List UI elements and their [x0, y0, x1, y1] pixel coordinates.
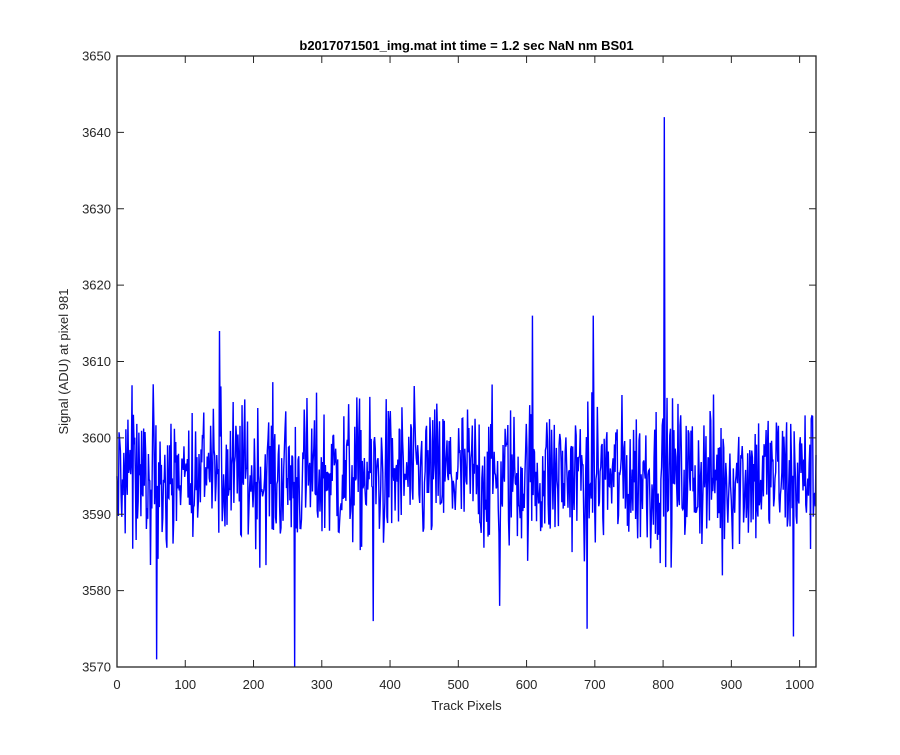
- y-ticks: 3570 3580 3590 3600 3610 3620 3630 3640 3650: [82, 49, 816, 675]
- x-tick-label: 500: [447, 677, 469, 692]
- y-tick-label: 3640: [82, 125, 111, 140]
- x-axis-label: Track Pixels: [431, 698, 502, 713]
- x-tick-label: 200: [243, 677, 265, 692]
- y-tick-label: 3590: [82, 507, 111, 522]
- y-axis-label: Signal (ADU) at pixel 981: [56, 289, 71, 435]
- x-tick-label: 0: [113, 677, 120, 692]
- series-layer: [116, 117, 817, 668]
- series-line: [116, 117, 817, 668]
- x-tick-label: 700: [584, 677, 606, 692]
- y-tick-label: 3630: [82, 201, 111, 216]
- x-tick-label: 800: [652, 677, 674, 692]
- plot-area: [117, 56, 816, 667]
- x-tick-label: 600: [516, 677, 538, 692]
- y-tick-label: 3600: [82, 430, 111, 445]
- chart-title: b2017071501_img.mat int time = 1.2 sec N…: [299, 38, 633, 53]
- y-tick-label: 3610: [82, 354, 111, 369]
- y-tick-label: 3620: [82, 278, 111, 293]
- y-tick-label: 3580: [82, 583, 111, 598]
- x-tick-label: 900: [721, 677, 743, 692]
- x-tick-label: 400: [379, 677, 401, 692]
- y-tick-label: 3570: [82, 660, 111, 675]
- x-tick-label: 100: [174, 677, 196, 692]
- y-tick-label: 3650: [82, 49, 111, 64]
- x-tick-label: 300: [311, 677, 333, 692]
- x-tick-label: 1000: [785, 677, 814, 692]
- x-ticks: 0 100 200 300 400 500 600 700 800 900 1000: [113, 56, 814, 692]
